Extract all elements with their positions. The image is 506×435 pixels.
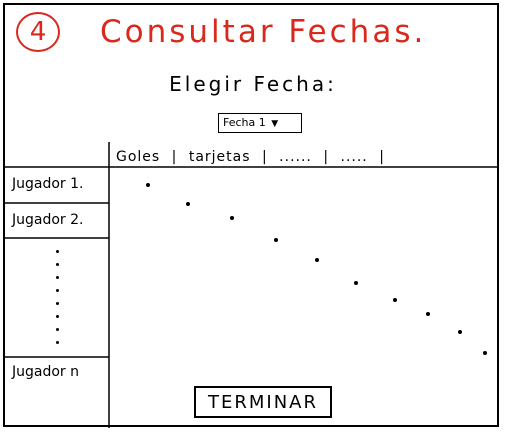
ellipsis-dot <box>56 250 59 253</box>
choose-date-label: Elegir Fecha: <box>169 72 337 96</box>
column-separator: | <box>262 149 268 165</box>
player-label-1: Jugador 1. <box>12 176 84 192</box>
ellipsis-dot <box>56 263 59 266</box>
ellipsis-dot <box>56 341 59 344</box>
chevron-down-icon: ▼ <box>271 119 279 129</box>
column-header-goles: Goles <box>116 149 161 165</box>
step-number-badge: 4 <box>16 12 60 52</box>
placeholder-dot <box>354 281 358 285</box>
column-separator: | <box>379 149 385 165</box>
column-separator: | <box>171 149 178 165</box>
screen-frame <box>3 3 499 427</box>
date-dropdown[interactable]: Fecha 1 ▼ <box>218 113 302 133</box>
placeholder-dot <box>315 258 319 262</box>
placeholder-dot <box>458 330 462 334</box>
placeholder-dot <box>186 202 190 206</box>
screen-title: Consultar Fechas. <box>100 14 427 50</box>
placeholder-dot <box>483 351 487 355</box>
finish-button[interactable]: TERMINAR <box>194 386 332 418</box>
placeholder-dot <box>146 183 150 187</box>
column-header-tarjetas: tarjetas <box>188 149 251 165</box>
placeholder-dot <box>393 298 397 302</box>
ellipsis-dot <box>56 276 59 279</box>
column-headers: Goles | tarjetas | ...... | ..... | <box>116 149 391 165</box>
column-header-more-2: ..... <box>340 149 368 165</box>
column-separator: | <box>323 149 330 165</box>
ellipsis-dot <box>56 328 59 331</box>
player-label-2: Jugador 2. <box>12 212 84 228</box>
ellipsis-dot <box>56 302 59 305</box>
player-label-n: Jugador n <box>12 364 79 380</box>
placeholder-dot <box>426 312 430 316</box>
column-header-more-1: ...... <box>279 149 312 165</box>
date-dropdown-value: Fecha 1 <box>223 116 266 129</box>
placeholder-dot <box>230 216 234 220</box>
ellipsis-dot <box>56 289 59 292</box>
ellipsis-dot <box>56 315 59 318</box>
placeholder-dot <box>274 238 278 242</box>
